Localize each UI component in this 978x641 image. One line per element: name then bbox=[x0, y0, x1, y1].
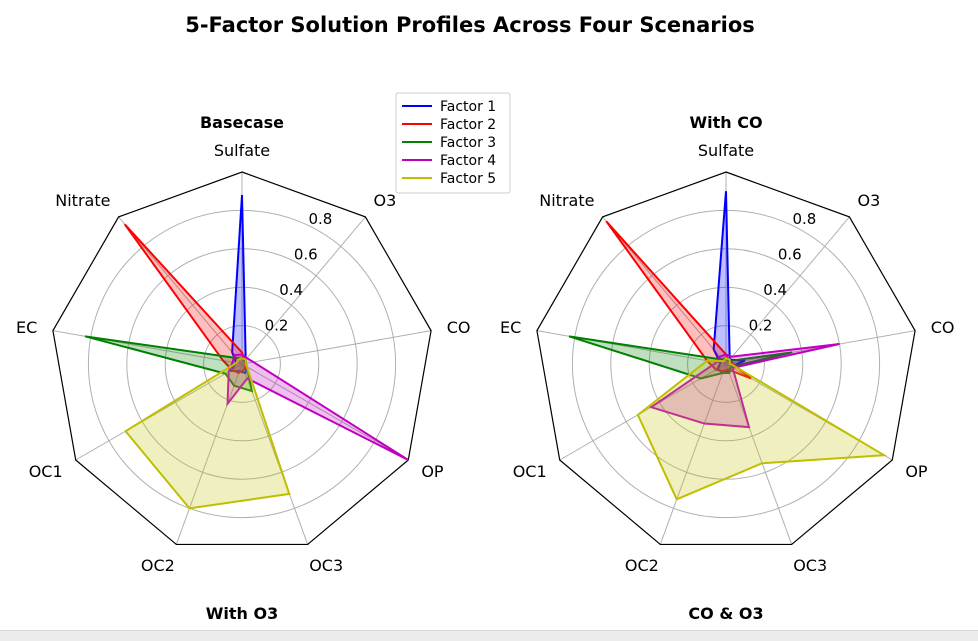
grid-spoke bbox=[175, 363, 243, 545]
panel-title-co-o3: CO & O3 bbox=[688, 604, 763, 623]
grid-spoke bbox=[659, 363, 727, 545]
radial-tick-label: 0.4 bbox=[763, 281, 787, 299]
panel-title-with-co: With CO bbox=[689, 113, 762, 132]
grid-spoke bbox=[725, 363, 793, 545]
legend-label-factor-3: Factor 3 bbox=[440, 135, 496, 151]
panel-title-basecase: Basecase bbox=[200, 113, 284, 132]
radar-frame bbox=[536, 171, 916, 546]
grid-spoke bbox=[536, 330, 727, 365]
series-factor-4 bbox=[226, 353, 409, 461]
axis-label-nitrate: Nitrate bbox=[55, 191, 110, 210]
radar-frame bbox=[52, 171, 432, 546]
legend-label-factor-4: Factor 4 bbox=[440, 153, 496, 169]
axis-label-oc3: OC3 bbox=[793, 556, 827, 575]
radial-tick-label: 0.2 bbox=[265, 316, 289, 334]
radial-tick-label: 0.8 bbox=[309, 210, 333, 228]
radial-tick-label: 0.6 bbox=[778, 245, 802, 263]
grid-spoke bbox=[52, 330, 243, 365]
axis-label-oc2: OC2 bbox=[141, 556, 175, 575]
axis-label-ec: EC bbox=[16, 318, 37, 337]
axis-label-nitrate: Nitrate bbox=[539, 191, 594, 210]
radial-tick-label: 0.8 bbox=[793, 210, 817, 228]
axis-label-o3: O3 bbox=[858, 191, 881, 210]
grid-spoke bbox=[725, 216, 850, 365]
axis-label-co: CO bbox=[447, 318, 471, 337]
grid-spoke bbox=[241, 363, 409, 461]
legend-label-factor-5: Factor 5 bbox=[440, 171, 496, 187]
series-factor-3 bbox=[568, 335, 793, 380]
panel-title-with-o3: With O3 bbox=[206, 604, 278, 623]
axis-label-oc2: OC2 bbox=[625, 556, 659, 575]
axis-label-oc1: OC1 bbox=[513, 462, 547, 481]
radial-tick-label: 0.6 bbox=[294, 245, 318, 263]
grid-spoke bbox=[241, 363, 309, 545]
radar-panel-with-co: With CO 0.2 0.4 0.6 0.8 Sulfate O3 CO OP OC3 OC2 OC… bbox=[500, 113, 955, 575]
window-bottom-edge bbox=[0, 630, 978, 641]
legend-label-factor-1: Factor 1 bbox=[440, 99, 496, 115]
figure-title: 5-Factor Solution Profiles Across Four S… bbox=[185, 13, 755, 37]
axis-label-co: CO bbox=[931, 318, 955, 337]
axis-label-op: OP bbox=[421, 462, 444, 481]
axis-label-op: OP bbox=[905, 462, 928, 481]
radial-tick-label: 0.2 bbox=[749, 316, 773, 334]
grid-spoke bbox=[75, 363, 243, 461]
axis-label-sulfate: Sulfate bbox=[214, 141, 270, 160]
legend-box bbox=[395, 92, 511, 194]
axis-label-oc3: OC3 bbox=[309, 556, 343, 575]
series-factor-5 bbox=[124, 357, 291, 510]
axis-label-ec: EC bbox=[500, 318, 521, 337]
series-factor-5 bbox=[636, 357, 888, 501]
series-factor-4 bbox=[648, 343, 840, 429]
radial-tick-label: 0.4 bbox=[279, 281, 303, 299]
legend-label-factor-2: Factor 2 bbox=[440, 117, 496, 133]
radar-panel-basecase: Basecase 0.2 0.4 0.6 0.8 Sulfate O3 CO OP OC3 OC2 O… bbox=[16, 113, 471, 575]
chart-legend: Factor 1 Factor 2 Factor 3 Factor 4 Factor 5 bbox=[395, 92, 511, 194]
axis-label-sulfate: Sulfate bbox=[698, 141, 754, 160]
grid-spoke bbox=[241, 216, 366, 365]
axis-label-o3: O3 bbox=[374, 191, 397, 210]
grid-spoke bbox=[241, 330, 432, 365]
axis-label-oc1: OC1 bbox=[29, 462, 63, 481]
